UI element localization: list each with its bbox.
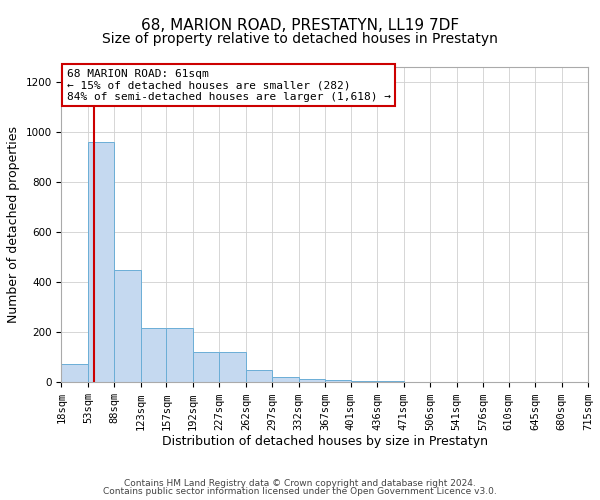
- Text: Size of property relative to detached houses in Prestatyn: Size of property relative to detached ho…: [102, 32, 498, 46]
- Bar: [377, 381, 404, 382]
- Bar: [272, 378, 299, 382]
- Bar: [115, 270, 141, 382]
- Bar: [299, 378, 325, 382]
- Bar: [166, 328, 193, 382]
- Text: 68, MARION ROAD, PRESTATYN, LL19 7DF: 68, MARION ROAD, PRESTATYN, LL19 7DF: [141, 18, 459, 32]
- Bar: [141, 328, 166, 382]
- Bar: [61, 364, 88, 382]
- Bar: [88, 142, 115, 382]
- Text: 68 MARION ROAD: 61sqm
← 15% of detached houses are smaller (282)
84% of semi-det: 68 MARION ROAD: 61sqm ← 15% of detached …: [67, 68, 391, 102]
- Bar: [351, 381, 377, 382]
- Bar: [325, 380, 351, 382]
- Bar: [246, 370, 272, 382]
- Bar: [220, 352, 246, 382]
- Y-axis label: Number of detached properties: Number of detached properties: [7, 126, 20, 323]
- X-axis label: Distribution of detached houses by size in Prestatyn: Distribution of detached houses by size …: [162, 435, 488, 448]
- Text: Contains public sector information licensed under the Open Government Licence v3: Contains public sector information licen…: [103, 487, 497, 496]
- Bar: [193, 352, 220, 382]
- Text: Contains HM Land Registry data © Crown copyright and database right 2024.: Contains HM Land Registry data © Crown c…: [124, 478, 476, 488]
